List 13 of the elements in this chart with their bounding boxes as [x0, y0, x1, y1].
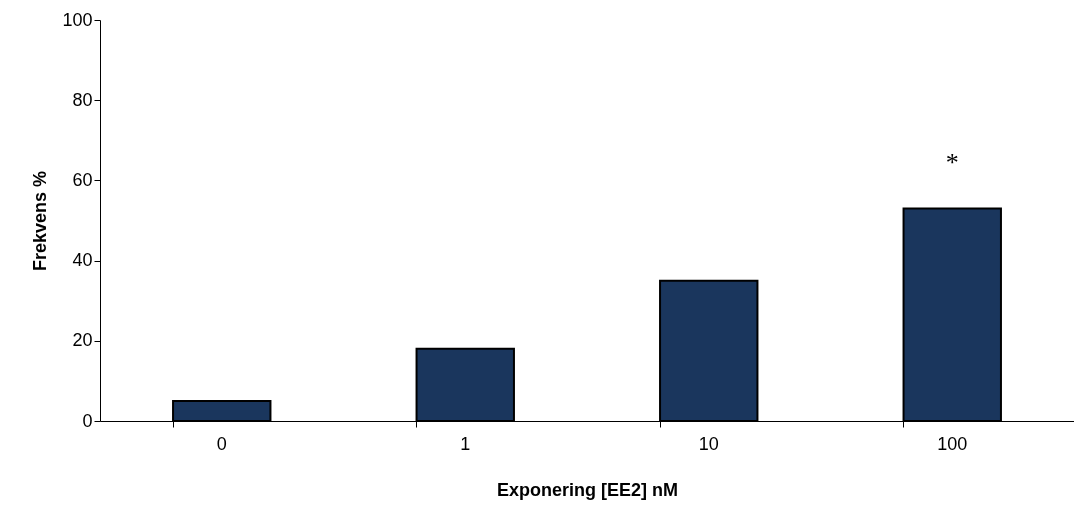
y-tick-label: 80: [72, 89, 93, 110]
x-tick-label: 100: [937, 433, 968, 454]
y-tick-label: 0: [82, 410, 93, 431]
y-tick-label: 60: [72, 169, 93, 190]
x-tick-label: 10: [698, 433, 719, 454]
y-tick-label: 100: [62, 9, 93, 30]
y-axis-title: Frekvens %: [30, 170, 51, 272]
x-tick-label: 1: [460, 433, 471, 454]
annotation: *: [945, 148, 959, 178]
y-tick-label: 20: [72, 330, 93, 351]
y-tick-label: 40: [72, 250, 93, 271]
x-tick-label: 0: [216, 433, 227, 454]
x-axis-title: Exponering [EE2] nM: [496, 479, 679, 500]
